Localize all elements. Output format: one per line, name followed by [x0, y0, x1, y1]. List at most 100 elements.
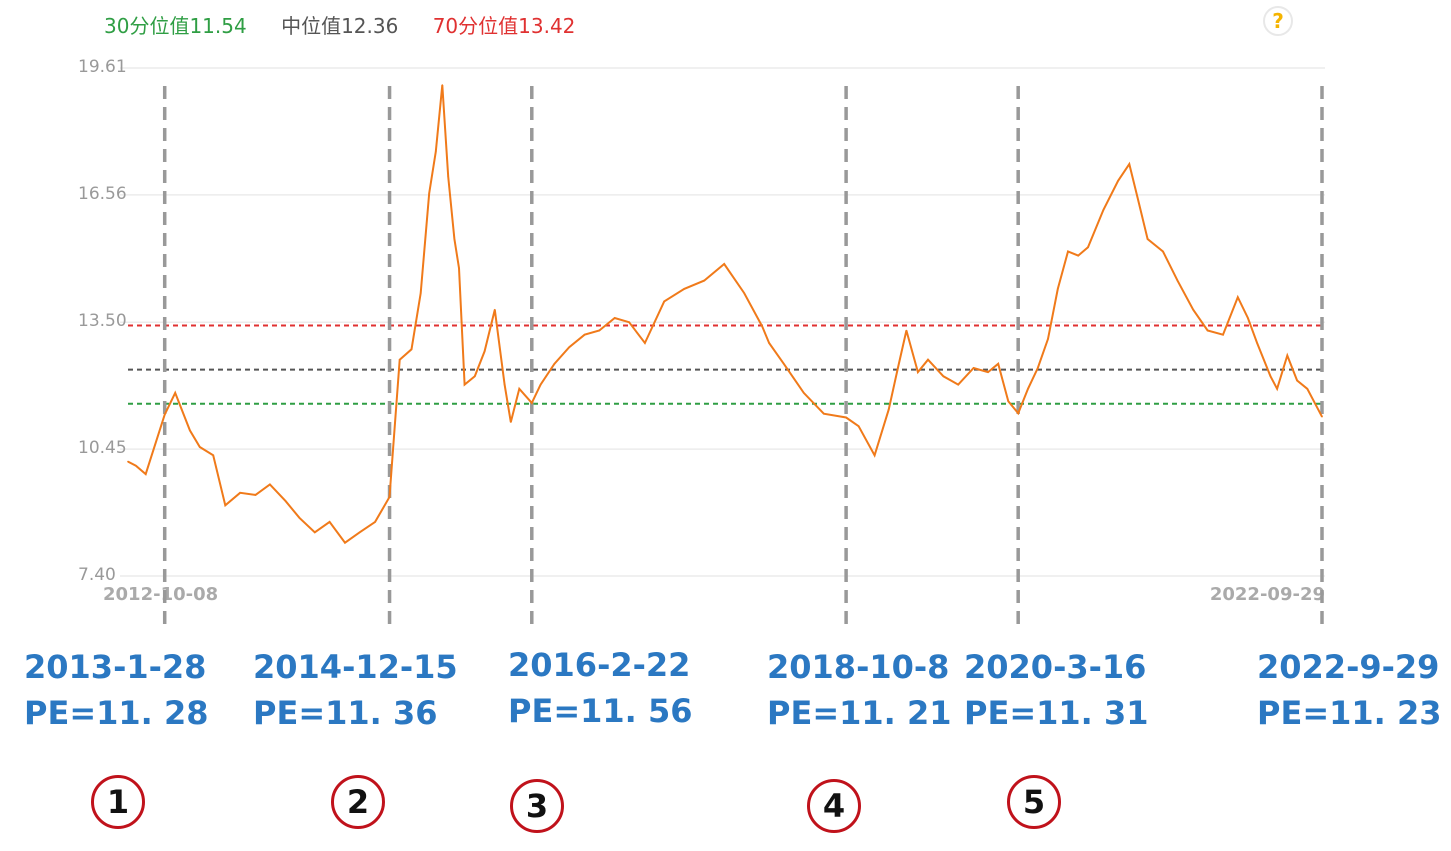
data-point	[434, 150, 437, 153]
data-point	[663, 300, 666, 303]
data-point	[447, 175, 450, 178]
y-tick-label: 7.40	[78, 565, 116, 585]
data-point	[1077, 254, 1079, 257]
data-point	[453, 238, 456, 240]
data-point	[1057, 288, 1059, 290]
annotation-5: 2020-3-16 PE=11. 31	[964, 644, 1148, 736]
data-point	[644, 342, 646, 344]
event-lines	[162, 86, 1324, 632]
marker-2: 2	[331, 775, 385, 829]
data-point	[388, 496, 391, 498]
data-point	[1162, 250, 1164, 253]
legend-p30: 30分位值11.54	[104, 14, 247, 38]
data-point	[1007, 400, 1010, 403]
data-point	[873, 454, 876, 457]
data-point	[927, 358, 929, 361]
data-point	[518, 387, 521, 390]
grid	[120, 67, 1325, 577]
annotation-date: 2020-3-16	[964, 648, 1147, 686]
data-point	[1176, 279, 1179, 282]
data-point	[298, 516, 301, 519]
data-point	[358, 531, 361, 534]
data-point	[917, 371, 919, 373]
y-tick-label: 16.56	[78, 184, 127, 204]
data-point	[344, 541, 346, 544]
annotation-pe: PE=11. 31	[964, 694, 1149, 732]
data-point	[613, 317, 616, 319]
data-point	[1037, 367, 1039, 369]
data-point	[198, 446, 201, 448]
data-point	[743, 292, 745, 294]
y-tick-label: 19.61	[78, 57, 127, 77]
y-tick-label: 13.50	[78, 311, 127, 331]
x-end-label: 2022-09-29	[1210, 584, 1325, 605]
help-icon[interactable]: ?	[1263, 6, 1293, 36]
data-point	[224, 504, 227, 507]
data-point	[568, 346, 570, 348]
data-point	[1117, 179, 1119, 182]
data-point	[510, 421, 512, 423]
data-point	[761, 325, 763, 328]
marker-1: 1	[91, 775, 145, 829]
reference-lines	[128, 324, 1322, 405]
data-point	[1192, 308, 1194, 311]
legend-p70: 70分位值13.42	[432, 14, 576, 38]
data-point	[972, 367, 975, 369]
data-point	[239, 491, 241, 494]
data-point	[723, 263, 725, 265]
data-point	[269, 483, 271, 486]
data-point	[845, 416, 847, 419]
annotation-date: 2013-1-28	[24, 648, 207, 686]
data-point	[1286, 354, 1289, 357]
data-point	[1047, 338, 1049, 340]
data-point	[254, 494, 257, 496]
data-point	[135, 464, 137, 467]
data-point	[1236, 296, 1239, 299]
data-point	[1136, 196, 1139, 199]
annotation-4: 2018-10-8 PE=11. 21	[767, 644, 951, 736]
data-point	[503, 383, 506, 386]
data-point	[174, 392, 176, 394]
annotation-pe: PE=11. 21	[767, 694, 952, 732]
data-point	[1256, 342, 1258, 344]
annotation-date: 2018-10-8	[767, 648, 950, 686]
data-point	[887, 408, 890, 411]
data-point	[823, 412, 825, 415]
data-point	[803, 392, 805, 394]
data-point	[1222, 333, 1224, 336]
data-point	[1321, 415, 1323, 418]
data-point	[144, 473, 147, 475]
data-point	[1102, 209, 1105, 211]
data-point	[212, 454, 215, 457]
annotation-3: 2016-2-22 PE=11. 56	[508, 642, 692, 734]
annotation-pe: PE=11. 36	[253, 694, 438, 732]
data-point	[942, 375, 945, 378]
data-point	[905, 329, 908, 332]
data-point	[1146, 238, 1149, 240]
data-point	[163, 413, 166, 416]
data-point	[314, 531, 316, 534]
annotation-pe: PE=11. 28	[24, 694, 209, 732]
x-start-label: 2012-10-08	[103, 584, 218, 605]
annotation-pe: PE=11. 23	[1257, 694, 1442, 732]
data-point	[441, 84, 444, 86]
data-point	[1269, 375, 1272, 378]
marker-4: 4	[807, 779, 861, 833]
annotation-pe: PE=11. 56	[508, 692, 693, 730]
data-point	[328, 521, 331, 523]
pe-series-points	[127, 84, 1323, 544]
data-point	[284, 500, 287, 502]
data-point	[1027, 387, 1029, 390]
data-point	[553, 363, 556, 365]
data-point	[530, 402, 533, 404]
data-point	[473, 375, 476, 378]
data-point	[683, 288, 685, 290]
data-point	[539, 383, 542, 386]
data-point	[583, 333, 586, 336]
annotation-2: 2014-12-15 PE=11. 36	[253, 644, 458, 736]
data-point	[1247, 317, 1249, 319]
data-point	[189, 429, 191, 432]
data-point	[1306, 387, 1309, 390]
annotation-date: 2022-9-29	[1257, 648, 1440, 686]
